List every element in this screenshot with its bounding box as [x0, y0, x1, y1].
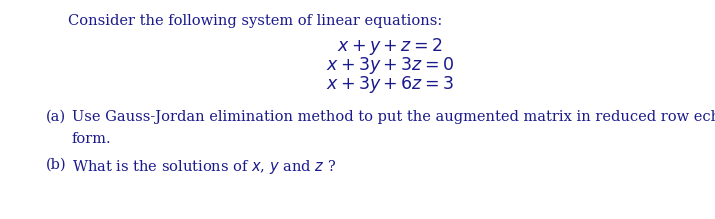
Text: What is the solutions of $x$, $y$ and $z$ ?: What is the solutions of $x$, $y$ and $z… — [72, 158, 336, 176]
Text: Consider the following system of linear equations:: Consider the following system of linear … — [68, 14, 443, 28]
Text: $x+y+z=2$: $x+y+z=2$ — [337, 36, 443, 57]
Text: Use Gauss-Jordan elimination method to put the augmented matrix in reduced row e: Use Gauss-Jordan elimination method to p… — [72, 110, 715, 124]
Text: (b): (b) — [46, 158, 66, 172]
Text: form.: form. — [72, 132, 112, 146]
Text: $x+3y+6z=3$: $x+3y+6z=3$ — [326, 74, 454, 95]
Text: $x+3y+3z=0$: $x+3y+3z=0$ — [326, 55, 454, 76]
Text: (a): (a) — [46, 110, 66, 124]
